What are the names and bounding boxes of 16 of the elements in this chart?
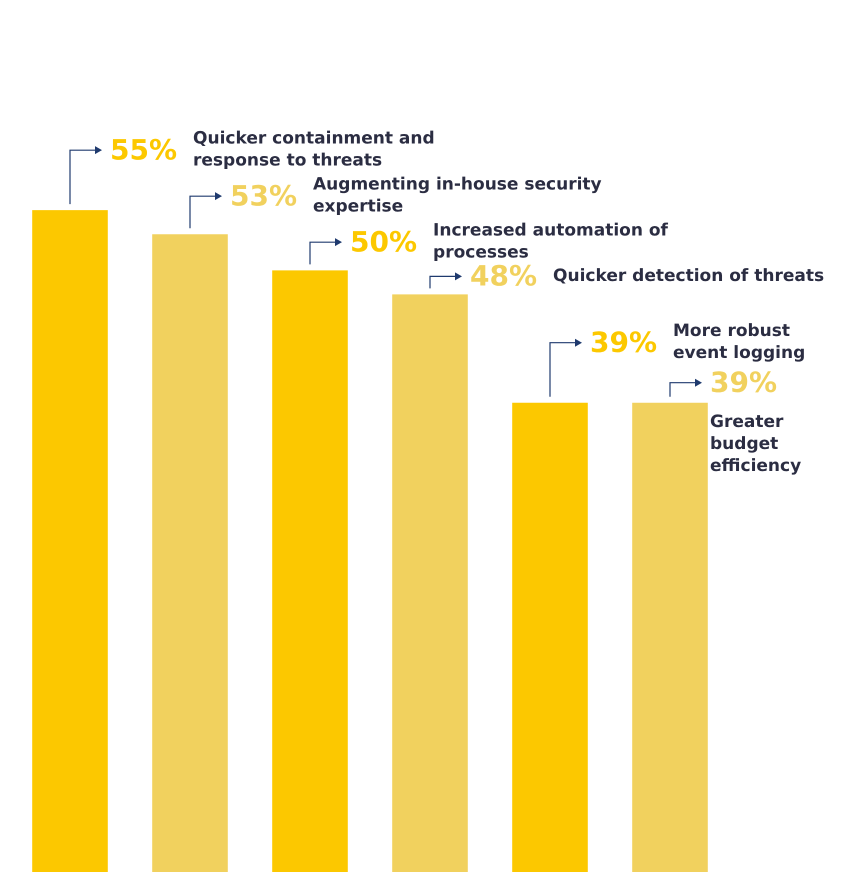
data-label: 55%	[110, 133, 178, 166]
bar	[632, 402, 708, 872]
data-label: 39%	[590, 326, 658, 359]
annotation: Quicker detection of threats	[553, 266, 824, 286]
data-label: 39%	[710, 366, 778, 399]
text: Quicker containment and response to threats	[193, 128, 435, 171]
bar	[152, 234, 228, 872]
data-label: 50%	[350, 225, 418, 258]
bar	[272, 270, 348, 872]
bar	[32, 210, 108, 872]
annotation: More robust event logging	[673, 321, 806, 364]
data-label: 53%	[230, 179, 298, 212]
bar	[392, 294, 468, 872]
bar	[512, 402, 588, 872]
annotation: Greater budget efficiency	[710, 412, 802, 476]
annotation: Augmenting in-house security expertise	[313, 174, 602, 217]
